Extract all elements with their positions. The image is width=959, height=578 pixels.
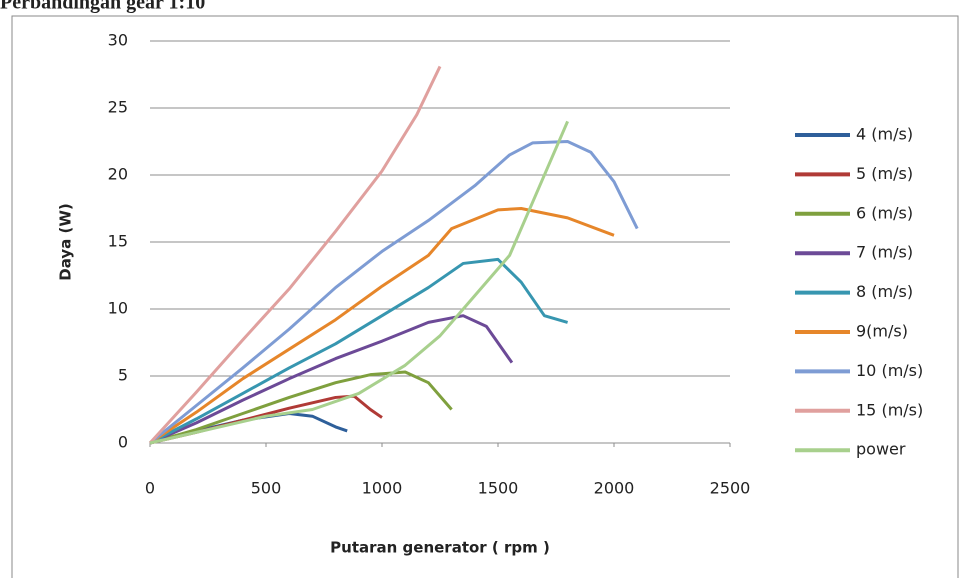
y-tick-label: 20	[108, 165, 128, 184]
legend-label: 5 (m/s)	[856, 164, 913, 183]
legend-label: 4 (m/s)	[856, 125, 913, 144]
series-line	[149, 120, 569, 445]
legend-label: 15 (m/s)	[856, 400, 923, 419]
legend-label: power	[856, 440, 906, 459]
x-tick-label: 2000	[594, 479, 635, 498]
chart-title: Perbandingan gear 1:10	[0, 0, 205, 14]
series-line	[148, 65, 442, 445]
series-line	[149, 140, 639, 445]
series-line	[149, 257, 569, 445]
x-tick-label: 2500	[710, 479, 751, 498]
series-line	[149, 370, 453, 445]
legend-label: 6 (m/s)	[856, 203, 913, 222]
x-tick-label: 1000	[362, 479, 403, 498]
y-tick-label: 0	[118, 433, 128, 452]
x-tick-label: 0	[145, 479, 155, 498]
y-tick-label: 10	[108, 299, 128, 318]
series-line	[149, 314, 514, 445]
x-tick-label: 500	[251, 479, 282, 498]
y-tick-label: 30	[108, 31, 128, 50]
y-tick-label: 25	[108, 98, 128, 117]
legend-label: 10 (m/s)	[856, 361, 923, 380]
y-axis-title: Daya (W)	[57, 203, 75, 281]
x-axis-title: Putaran generator ( rpm )	[330, 539, 550, 557]
y-tick-label: 15	[108, 232, 128, 251]
y-tick-label: 5	[118, 366, 128, 385]
chart-frame	[11, 15, 959, 578]
legend-label: 7 (m/s)	[856, 243, 913, 262]
x-tick-label: 1500	[478, 479, 519, 498]
legend-label: 9(m/s)	[856, 322, 908, 341]
legend-label: 8 (m/s)	[856, 282, 913, 301]
